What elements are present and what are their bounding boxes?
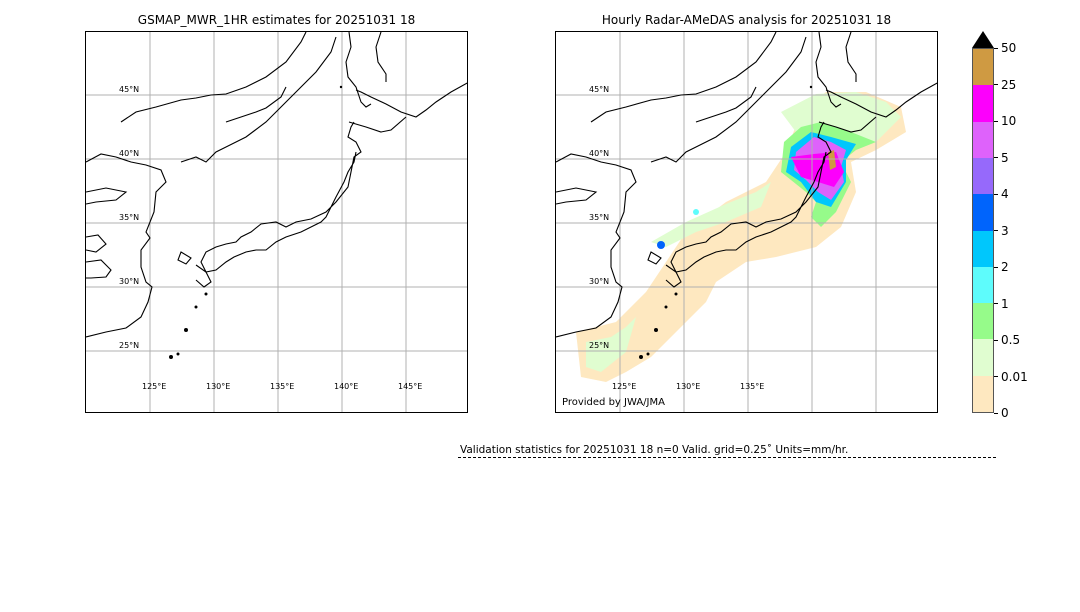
colorbar-tick-mark [994,193,998,195]
colorbar-tick-label: 0.01 [1001,369,1028,384]
right-map: 45°N 40°N 35°N 30°N 25°N 125°E 130°E 135… [555,31,938,413]
lat-label-45: 45°N [589,85,610,94]
colorbar-segment [973,157,993,195]
colorbar-tick-label: 1 [1001,296,1009,311]
colorbar-tick-mark [994,84,998,85]
colorbar-tick-mark [994,157,998,158]
colorbar-tick-label: 10 [1001,114,1017,128]
colorbar-extend-max-triangle [972,31,994,48]
islands [639,85,813,359]
colorbar-segment [973,85,993,122]
lat-label-35: 35°N [589,213,610,222]
colorbar-tick-label: 0.5 [1001,333,1021,347]
gridlines [86,32,467,412]
colorbar-tick-mark [994,339,998,341]
colorbar-tick-label: 2 [1001,260,1009,274]
colorbar [972,48,994,413]
coastlines [86,32,467,338]
lat-label-30: 30°N [119,277,140,286]
coastlines [556,32,937,338]
left-map: 45°N 40°N 35°N 30°N 25°N 125°E 130°E 135… [85,31,468,413]
colorbar-tick-mark [994,230,998,231]
colorbar-segment [973,230,993,267]
colorbar-tick-mark [994,303,998,304]
lon-label-135: 135°E [270,382,295,391]
lat-label-30: 30°N [589,277,610,286]
validation-statistics-text: Validation statistics for 20251031 18 n=… [460,444,849,456]
lon-label-130: 130°E [676,382,701,391]
lon-label-130: 130°E [206,382,231,391]
islands [169,85,343,359]
colorbar-tick-label: 0 [1001,406,1009,420]
lat-label-40: 40°N [589,149,610,158]
credit-text: Provided by JWA/JMA [562,397,665,408]
colorbar-segment [973,49,993,86]
colorbar-tick-mark [994,120,998,122]
lat-label-25: 25°N [589,341,610,350]
colorbar-segment [973,339,993,376]
colorbar-tick-mark [994,376,998,377]
colorbar-tick-mark [994,266,998,268]
colorbar-segment [973,375,993,412]
right-map-title: Hourly Radar-AMeDAS analysis for 2025103… [601,13,892,27]
validation-dashed-line [458,457,996,458]
colorbar-tick-label: 5 [1001,150,1009,165]
colorbar-tick-label: 50 [1001,41,1017,55]
lat-label-35: 35°N [119,213,140,222]
colorbar-segment [973,121,993,158]
lon-label-135: 135°E [740,382,765,391]
left-map-title: GSMAP_MWR_1HR estimates for 20251031 18 [137,13,416,27]
lon-label-125: 125°E [612,382,637,391]
colorbar-tick-mark [994,47,998,49]
lat-label-25: 25°N [119,341,140,350]
lon-label-145: 145°E [398,382,423,391]
left-map-graphics [86,32,467,412]
colorbar-tick-mark [994,412,998,414]
right-map-graphics [556,32,937,412]
lon-label-125: 125°E [142,382,167,391]
colorbar-segment [973,266,993,304]
colorbar-tick-label: 25 [1001,77,1017,92]
lat-label-45: 45°N [119,85,140,94]
colorbar-segment [973,194,993,231]
lat-label-40: 40°N [119,149,140,158]
precip-field [576,92,906,382]
colorbar-tick-label: 4 [1001,187,1009,201]
colorbar-segment [973,303,993,340]
lon-label-140: 140°E [334,382,359,391]
colorbar-tick-label: 3 [1001,223,1009,238]
